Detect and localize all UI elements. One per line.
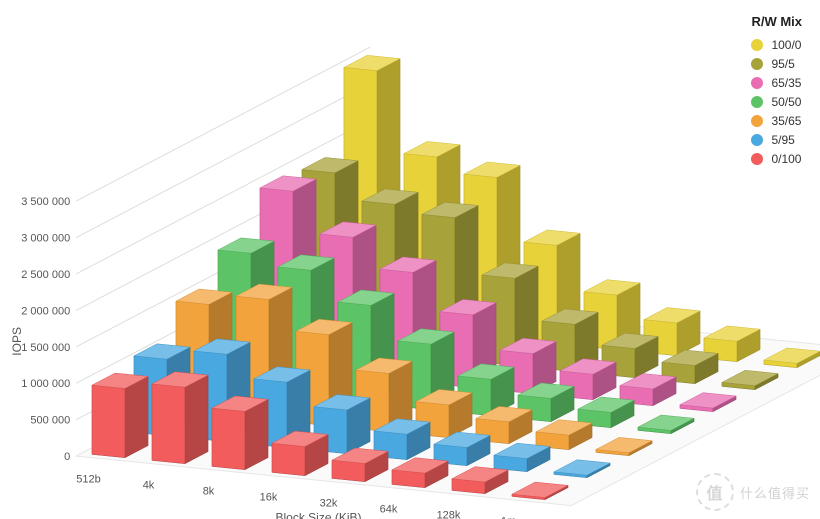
legend-label: 100/0 [771,39,801,51]
y-tick-label: 1 000 000 [21,378,70,390]
legend-item: 95/5 [751,58,802,70]
y-tick-label: 500 000 [30,415,70,427]
legend-label: 50/50 [771,96,801,108]
chart-container: 0 500 000 1 000 000 1 500 000 2 000 000 2 500… [0,0,820,519]
legend-dot [751,153,763,165]
x-tick-label: 8k [203,486,215,498]
legend-title: R/W Mix [751,14,802,29]
y-tick-label: 3 500 000 [21,196,70,208]
legend-item: 0/100 [751,153,802,165]
legend-label: 65/35 [771,77,801,89]
x-tick-label: 512b [76,474,100,486]
legend-label: 5/95 [771,134,794,146]
legend-dot [751,77,763,89]
legend-label: 95/5 [771,58,794,70]
y-tick-label: 1 500 000 [21,342,70,354]
legend-dot [751,96,763,108]
bar [152,372,208,464]
bar [212,396,268,470]
legend-dot [751,39,763,51]
legend: R/W Mix 100/0 95/5 65/35 50/50 35/65 5/95 0/10… [751,14,802,172]
y-axis-title: IOPS [10,327,24,356]
y-tick-label: 2 500 000 [21,269,70,281]
y-tick-label: 3 000 000 [21,233,70,245]
legend-label: 35/65 [771,115,801,127]
y-tick-label: 2 000 000 [21,305,70,317]
x-tick-label: 64k [380,504,398,516]
watermark-text: 什么值得买 [740,483,810,502]
watermark-symbol: 值 [696,473,734,511]
y-tick-label: 0 [64,451,70,463]
x-axis-title: Block Size (KiB) [275,511,361,519]
legend-dot [751,58,763,70]
bar [92,373,148,458]
x-tick-label: 128k [437,510,461,519]
legend-label: 0/100 [771,153,801,165]
chart-svg: 0 500 000 1 000 000 1 500 000 2 000 000 2 500… [0,0,820,519]
legend-item: 65/35 [751,77,802,89]
x-tick-label: 1m [501,516,516,519]
legend-item: 35/65 [751,115,802,127]
x-tick-label: 16k [260,492,278,504]
legend-dot [751,115,763,127]
watermark: 值 什么值得买 [696,473,810,511]
x-tick-label: 32k [320,498,338,510]
legend-item: 5/95 [751,134,802,146]
legend-item: 100/0 [751,39,802,51]
x-tick-label: 4k [143,480,155,492]
legend-item: 50/50 [751,96,802,108]
legend-dot [751,134,763,146]
